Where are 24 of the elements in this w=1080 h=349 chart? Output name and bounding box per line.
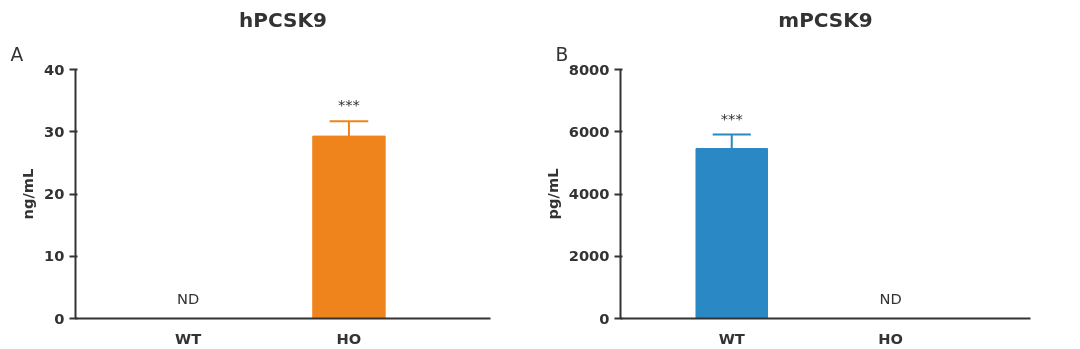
y-tick-label: 2000	[568, 247, 610, 265]
chart-title: hPCSK9	[239, 7, 327, 32]
chart-title: mPCSK9	[778, 7, 873, 32]
y-tick-label: 4000	[568, 185, 610, 202]
y-axis-title: ng/mL	[19, 168, 37, 220]
y-tick-label: 8000	[568, 60, 610, 78]
x-tick-label: HO	[336, 329, 362, 347]
y-tick-label: 0	[599, 309, 610, 327]
x-tick-label: WT	[718, 329, 745, 347]
x-tick-label: HO	[878, 329, 904, 347]
y-tick-label: 20	[44, 185, 65, 202]
annotation: ***	[337, 96, 360, 114]
y-tick-label: 0	[54, 309, 65, 327]
annotation: ND	[879, 289, 902, 307]
annotation: ***	[720, 109, 743, 127]
x-tick-label: WT	[175, 329, 202, 347]
y-tick-label: 6000	[568, 122, 610, 140]
y-tick-label: 30	[44, 122, 65, 140]
text: B	[555, 43, 569, 65]
y-tick-label: 10	[44, 247, 65, 265]
annotation: ND	[176, 289, 200, 307]
y-tick-label: 40	[44, 60, 65, 78]
text: A	[10, 43, 24, 65]
y-axis-title: pg/mL	[543, 168, 561, 220]
